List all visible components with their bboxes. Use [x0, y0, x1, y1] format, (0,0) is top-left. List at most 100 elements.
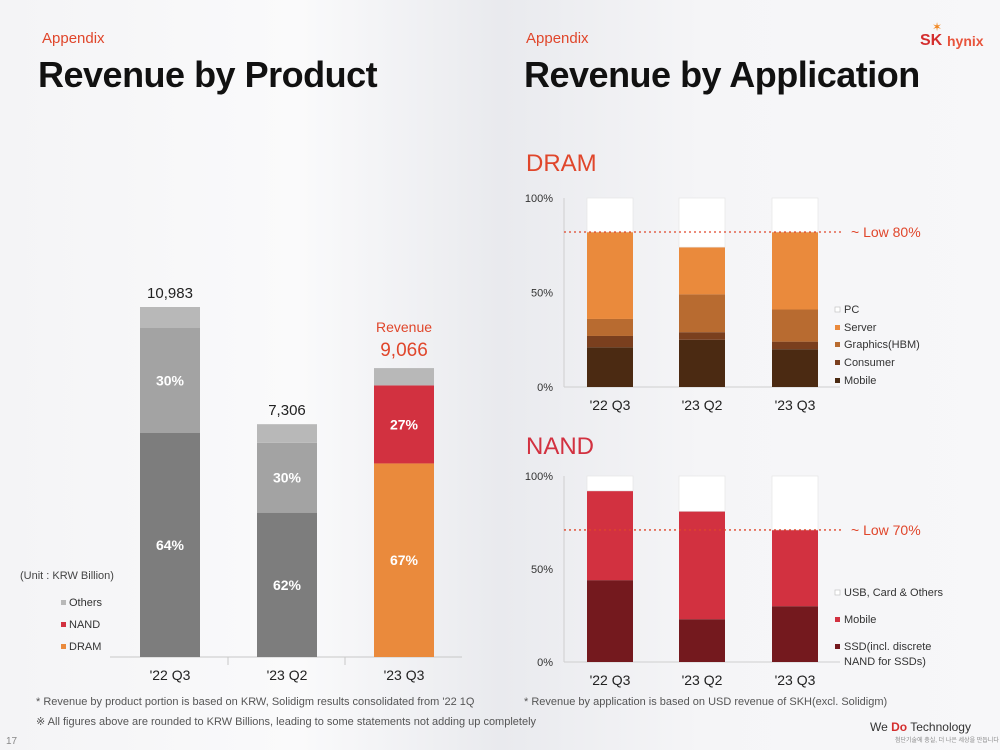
- revenue-label: Revenue: [376, 319, 432, 335]
- product-category-label: '23 Q3: [384, 667, 425, 683]
- right-title: Revenue by Application: [524, 54, 920, 95]
- product-segment-label: 62%: [273, 577, 302, 593]
- dram-y-tick-label: 50%: [531, 288, 553, 300]
- product-segment-label: 30%: [273, 470, 302, 486]
- dram-legend-label: Graphics(HBM): [844, 339, 920, 351]
- nand-y-tick-label: 50%: [531, 564, 553, 576]
- nand-legend-swatch: [835, 617, 840, 622]
- left-title: Revenue by Product: [38, 54, 378, 95]
- dram-y-tick-label: 0%: [537, 382, 553, 394]
- dram-bar-segment: [587, 347, 633, 387]
- dram-bar-segment: [586, 197, 634, 233]
- dram-y-tick-label: 100%: [525, 193, 553, 205]
- dram-bar-segment: [679, 294, 725, 333]
- product-bar-segment: [374, 368, 434, 386]
- page-number: 17: [6, 736, 18, 747]
- nand-bar-segment: [771, 475, 819, 531]
- slogan: We Do Technology: [870, 720, 971, 734]
- nand-y-tick-label: 0%: [537, 657, 553, 669]
- product-bar-segment: [257, 512, 317, 657]
- footnote-application: * Revenue by application is based on USD…: [524, 696, 888, 708]
- product-bar-segment: [374, 385, 434, 464]
- product-category-label: '23 Q2: [267, 667, 308, 683]
- nand-category-label: '23 Q3: [775, 672, 816, 688]
- product-segment-label: 30%: [156, 373, 185, 389]
- nand-bar-segment: [678, 475, 726, 512]
- nand-reference-label: ~ Low 70%: [851, 522, 921, 538]
- product-category-label: '22 Q3: [150, 667, 191, 683]
- product-bar-segment: [374, 463, 434, 657]
- footnote-rounding: ※ All figures above are rounded to KRW B…: [36, 716, 537, 728]
- unit-label: (Unit : KRW Billion): [20, 570, 114, 582]
- slogan-pre: We: [870, 720, 892, 734]
- dram-bar-segment: [679, 339, 725, 387]
- product-segment-label: 64%: [156, 537, 185, 553]
- product-legend-swatch: [61, 622, 66, 627]
- sk-hynix-logo: ✶ SK hynix: [920, 20, 986, 52]
- nand-legend-swatch: [834, 589, 841, 596]
- nand-bar-segment: [772, 606, 818, 662]
- dram-section-title: DRAM: [526, 150, 597, 177]
- logo-wing-icon: ✶: [932, 20, 943, 34]
- right-section-tag: Appendix: [526, 30, 589, 47]
- dram-legend-swatch: [835, 342, 840, 347]
- product-bar-segment: [140, 433, 200, 657]
- product-segment-label: 67%: [390, 552, 419, 568]
- dram-legend-label: Server: [844, 322, 877, 334]
- slogan-subtext: 첨단기술에 충실, 더 나은 세상을 만듭니다: [895, 738, 999, 744]
- nand-legend-label: Mobile: [844, 614, 876, 626]
- dram-category-label: '23 Q3: [775, 397, 816, 413]
- nand-bar-segment: [586, 475, 634, 492]
- nand-legend-swatch: [835, 644, 840, 649]
- dram-bar-segment: [772, 232, 818, 310]
- nand-y-tick-label: 100%: [525, 471, 553, 483]
- nand-bar-segment: [772, 529, 818, 607]
- nand-bar-segment: [679, 619, 725, 662]
- product-total-label: 7,306: [268, 402, 306, 419]
- nand-section-title: NAND: [526, 433, 595, 460]
- dram-bar-segment: [679, 332, 725, 340]
- dram-bar-segment: [679, 247, 725, 295]
- dram-legend-swatch: [835, 325, 840, 330]
- dram-bar-segment: [587, 232, 633, 319]
- nand-bar-segment: [587, 580, 633, 662]
- slogan-post: Technology: [907, 720, 971, 734]
- nand-legend-label: SSD(incl. discrete: [844, 641, 931, 653]
- nand-category-label: '23 Q2: [682, 672, 723, 688]
- dram-legend-swatch: [835, 360, 840, 365]
- slogan-do: Do: [891, 720, 908, 734]
- dram-legend-label: Mobile: [844, 375, 876, 387]
- nand-legend-label: NAND for SSDs): [844, 656, 926, 668]
- dram-legend-swatch: [834, 306, 841, 313]
- product-legend-swatch: [61, 600, 66, 605]
- dram-bar-segment: [678, 197, 726, 248]
- product-legend-label: NAND: [69, 619, 100, 631]
- footnote-product: * Revenue by product portion is based on…: [36, 696, 475, 708]
- dram-category-label: '23 Q2: [682, 397, 723, 413]
- nand-bar-segment: [679, 511, 725, 620]
- product-bar-segment: [140, 307, 200, 328]
- nand-category-label: '22 Q3: [590, 672, 631, 688]
- dram-legend-label: Consumer: [844, 357, 895, 369]
- logo-brand: SK: [920, 32, 943, 49]
- product-bar-segment: [257, 442, 317, 513]
- product-bar-segment: [140, 328, 200, 433]
- dram-legend-swatch: [835, 378, 840, 383]
- product-bar-segment: [257, 424, 317, 443]
- nand-bar-segment: [587, 490, 633, 581]
- dram-legend-label: PC: [844, 304, 859, 316]
- product-total-label: 9,066: [380, 340, 428, 361]
- product-legend-label: DRAM: [69, 641, 101, 653]
- product-segment-label: 27%: [390, 416, 419, 432]
- left-section-tag: Appendix: [42, 30, 105, 47]
- product-legend-label: Others: [69, 597, 103, 609]
- dram-bar-segment: [771, 197, 819, 233]
- nand-legend-label: USB, Card & Others: [844, 587, 944, 599]
- dram-bar-segment: [772, 341, 818, 350]
- dram-category-label: '22 Q3: [590, 397, 631, 413]
- dram-reference-label: ~ Low 80%: [851, 224, 921, 240]
- product-total-label: 10,983: [147, 285, 193, 302]
- dram-bar-segment: [772, 309, 818, 342]
